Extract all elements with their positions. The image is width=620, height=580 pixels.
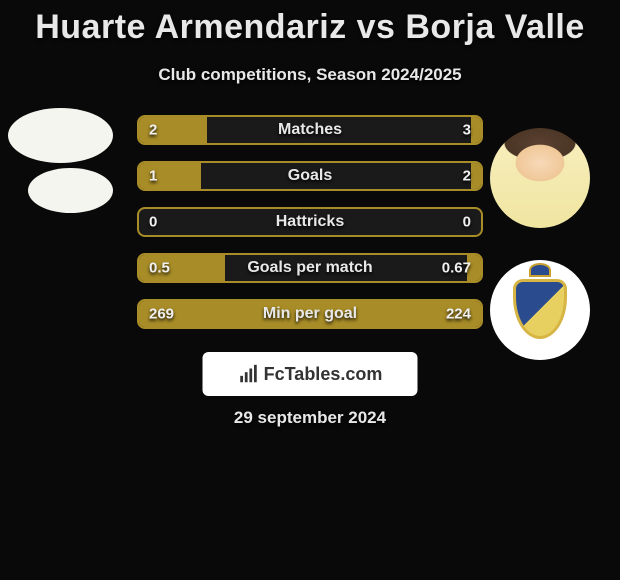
page-title: Huarte Armendariz vs Borja Valle [0, 0, 620, 47]
stat-label: Goals [139, 167, 481, 185]
stat-label: Hattricks [139, 213, 481, 231]
stat-row: 12Goals [137, 161, 483, 191]
site-logo-text: FcTables.com [264, 364, 383, 385]
stat-row: 00Hattricks [137, 207, 483, 237]
stat-row: 269224Min per goal [137, 299, 483, 329]
site-logo: FcTables.com [203, 352, 418, 396]
subtitle: Club competitions, Season 2024/2025 [0, 65, 620, 85]
stat-label: Goals per match [139, 259, 481, 277]
bar-chart-icon [238, 363, 260, 385]
stat-row: 0.50.67Goals per match [137, 253, 483, 283]
date-label: 29 september 2024 [0, 408, 620, 428]
stat-label: Min per goal [139, 305, 481, 323]
stats-table: 23Matches 12Goals 00Hattricks 0.50.67Goals … [0, 115, 620, 345]
stat-row: 23Matches [137, 115, 483, 145]
stat-label: Matches [139, 121, 481, 139]
